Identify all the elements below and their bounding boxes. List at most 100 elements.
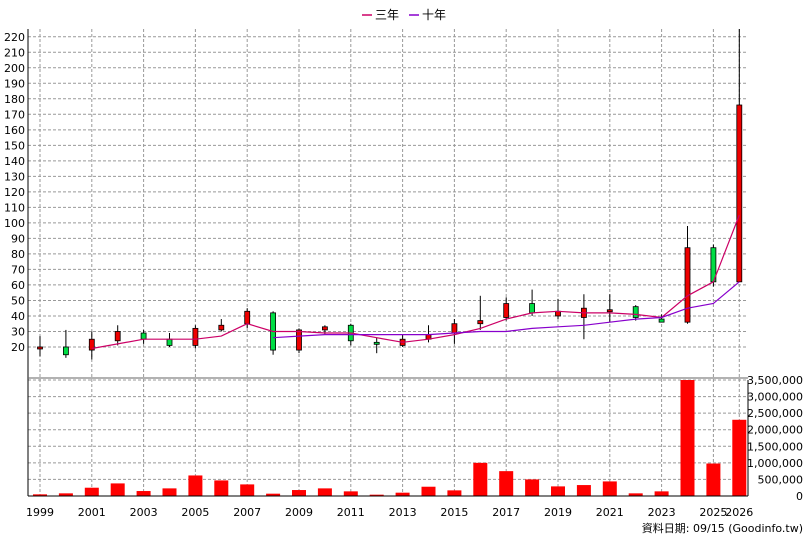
footer-date-label: 資料日期: 09/15 (Goodinfo.tw) bbox=[642, 521, 803, 535]
volume-bar bbox=[706, 463, 721, 496]
candle-body bbox=[166, 338, 173, 346]
volume-bar bbox=[680, 380, 695, 496]
price-tick-label: 70 bbox=[11, 263, 25, 276]
price-tick-label: 210 bbox=[4, 46, 25, 59]
price-tick-label: 220 bbox=[4, 31, 25, 44]
price-tick-label: 80 bbox=[11, 248, 25, 261]
volume-bar bbox=[576, 485, 591, 496]
x-tick-label: 2019 bbox=[544, 506, 572, 519]
candle-body bbox=[736, 104, 743, 283]
volume-bar bbox=[84, 487, 99, 496]
volume-bars bbox=[33, 380, 747, 496]
volume-tick-label: 1,500,000 bbox=[747, 440, 803, 453]
candle-body bbox=[63, 346, 69, 356]
x-tick-label: 2005 bbox=[181, 506, 209, 519]
candle-body bbox=[296, 329, 302, 351]
x-tick-label: 2025 bbox=[699, 506, 727, 519]
volume-tick-label: 2,500,000 bbox=[747, 407, 803, 420]
price-tick-label: 170 bbox=[4, 108, 25, 121]
volume-bar bbox=[602, 481, 617, 496]
x-tick-label: 2009 bbox=[285, 506, 313, 519]
volume-tick-label: 2,000,000 bbox=[747, 424, 803, 437]
price-tick-label: 60 bbox=[11, 279, 25, 292]
candle-body bbox=[451, 323, 458, 334]
volume-bar bbox=[343, 491, 358, 496]
candle-body bbox=[192, 327, 199, 346]
volume-bar bbox=[317, 488, 332, 496]
volume-bar bbox=[292, 490, 306, 496]
price-tick-label: 100 bbox=[4, 217, 25, 230]
x-tick-label: 2001 bbox=[78, 506, 106, 519]
volume-axis: 0 500,000 1,000,000 1,500,000 2,000,000 2,500… bbox=[747, 374, 803, 503]
volume-bar bbox=[525, 479, 540, 496]
price-tick-label: 190 bbox=[4, 77, 25, 90]
volume-bar bbox=[240, 484, 255, 496]
x-tick-label: 2013 bbox=[389, 506, 417, 519]
candle-body bbox=[37, 346, 43, 350]
candle-body bbox=[140, 332, 147, 340]
volume-bar bbox=[421, 486, 436, 496]
price-tick-label: 130 bbox=[4, 170, 25, 183]
legend: 三年 十年 bbox=[362, 8, 446, 22]
ma-line-3yr bbox=[91, 214, 740, 350]
candle-body bbox=[684, 247, 691, 323]
price-axis: 20 30 40 50 60 70 80 90 100 110 120 130 140 150 160 170… bbox=[4, 31, 25, 354]
ma-line-10yr bbox=[273, 281, 740, 339]
x-tick-label: 2007 bbox=[233, 506, 261, 519]
volume-tick-label: 500,000 bbox=[758, 473, 804, 486]
candle-body bbox=[88, 338, 95, 351]
plot-frames bbox=[27, 29, 749, 497]
volume-bar bbox=[33, 494, 47, 496]
candle-body bbox=[321, 326, 328, 331]
candle-body bbox=[606, 309, 613, 313]
volume-bar bbox=[266, 493, 281, 496]
volume-bar bbox=[136, 491, 151, 496]
moving-average-lines bbox=[91, 214, 740, 350]
price-tick-label: 140 bbox=[4, 155, 25, 168]
candle-body bbox=[477, 320, 484, 325]
price-tick-label: 20 bbox=[11, 341, 25, 354]
x-tick-label: 2017 bbox=[492, 506, 520, 519]
volume-bar bbox=[654, 491, 669, 496]
volume-bar bbox=[732, 419, 747, 496]
grid bbox=[28, 29, 748, 496]
volume-tick-label: 1,000,000 bbox=[747, 457, 803, 470]
price-tick-label: 120 bbox=[4, 186, 25, 199]
price-tick-label: 150 bbox=[4, 139, 25, 152]
volume-bar bbox=[188, 475, 203, 496]
price-tick-label: 180 bbox=[4, 93, 25, 106]
volume-bar bbox=[369, 494, 384, 496]
volume-bar bbox=[551, 486, 565, 496]
price-tick-label: 110 bbox=[4, 201, 25, 214]
candle-body bbox=[114, 331, 121, 342]
x-tick-label: 2011 bbox=[337, 506, 365, 519]
x-tick-label: 2026 bbox=[725, 506, 753, 519]
candle-body bbox=[503, 303, 510, 318]
volume-tick-label: 3,500,000 bbox=[747, 374, 803, 387]
candle-body bbox=[529, 303, 535, 314]
legend-label-10yr: 十年 bbox=[422, 8, 446, 22]
price-tick-label: 30 bbox=[11, 325, 25, 338]
x-tick-label: 2003 bbox=[130, 506, 158, 519]
candle-body bbox=[373, 341, 380, 345]
volume-bar bbox=[110, 483, 125, 496]
price-tick-label: 160 bbox=[4, 124, 25, 137]
x-axis: 1999 2001 2003 2005 2007 2009 2011 2013 2015 2017… bbox=[26, 506, 753, 519]
price-tick-label: 50 bbox=[11, 294, 25, 307]
x-tick-label: 2015 bbox=[440, 506, 468, 519]
volume-bar bbox=[447, 490, 462, 496]
x-tick-label: 1999 bbox=[26, 506, 54, 519]
candle-body bbox=[632, 306, 639, 318]
volume-bar bbox=[628, 493, 643, 496]
volume-bar bbox=[162, 488, 177, 496]
price-tick-label: 90 bbox=[11, 232, 25, 245]
x-tick-label: 2023 bbox=[648, 506, 676, 519]
price-tick-label: 40 bbox=[11, 310, 25, 323]
legend-label-3yr: 三年 bbox=[375, 8, 399, 22]
price-tick-label: 200 bbox=[4, 62, 25, 75]
volume-bar bbox=[58, 493, 73, 496]
volume-bar bbox=[473, 462, 488, 496]
volume-bar bbox=[395, 492, 410, 496]
